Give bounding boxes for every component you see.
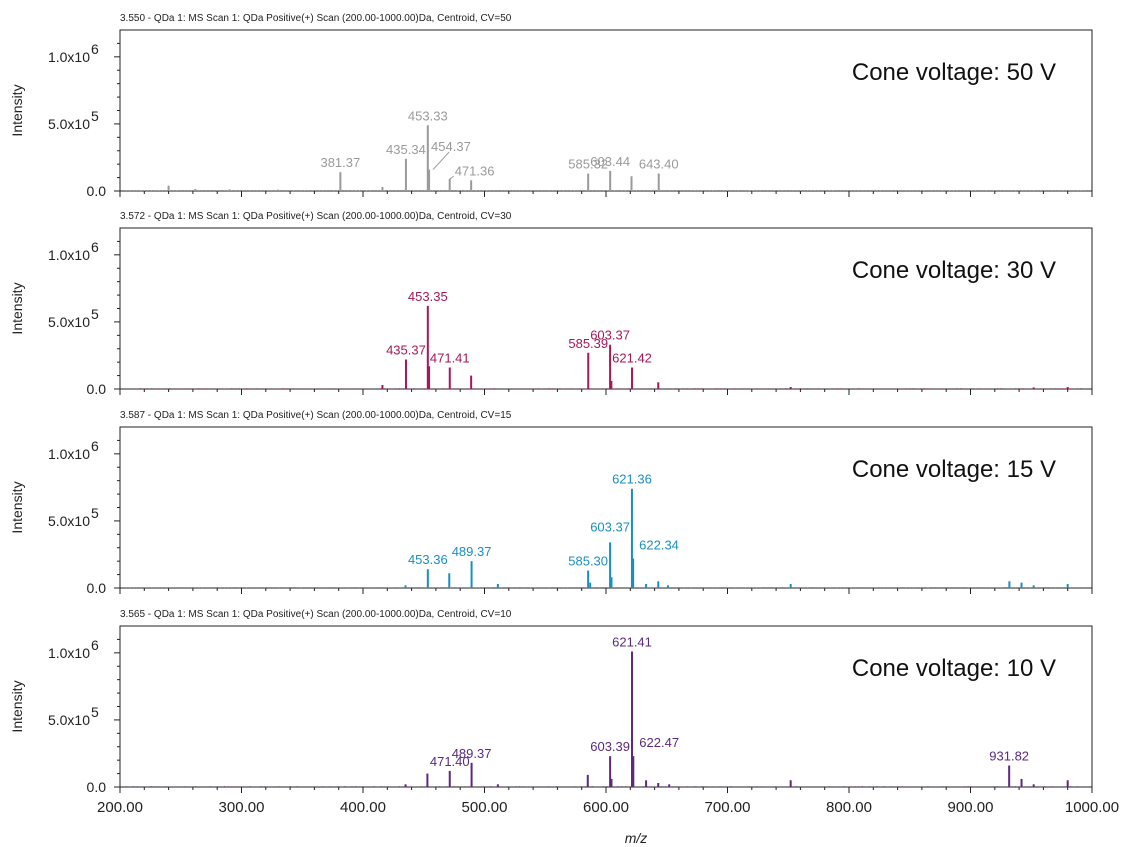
peak-label: 435.34 [386,142,426,157]
peak-label: 489.37 [452,746,492,761]
y-tick-exponent: 5 [91,108,99,124]
peak-label: 585.30 [568,554,608,569]
x-tick-label: 500.00 [462,799,508,816]
label-leader-line [432,151,450,170]
peak-label: 621.36 [612,472,652,487]
scan-header: 3.572 - QDa 1: MS Scan 1: QDa Positive(+… [120,211,512,222]
y-axis-label: Intensity [9,680,25,732]
x-tick-label: 600.00 [583,799,629,816]
x-axis-label: m/z [625,830,648,846]
x-tick-label: 300.00 [219,799,265,816]
y-tick-label: 0.0 [87,779,107,795]
peak-label: 603.37 [590,519,630,534]
peak-label: 622.47 [639,735,679,750]
y-tick-label: 1.0x10 [48,247,90,263]
scan-header: 3.550 - QDa 1: MS Scan 1: QDa Positive(+… [120,13,512,24]
y-tick-exponent: 5 [91,306,99,322]
peak-label: 603.39 [590,739,630,754]
y-tick-label: 1.0x10 [48,645,90,661]
y-tick-label: 0.0 [87,580,107,596]
panel-title: Cone voltage: 50 V [852,59,1056,86]
y-tick-label: 5.0x10 [48,314,90,330]
x-tick-label: 1000.00 [1065,799,1119,816]
plot-frame [119,227,1093,390]
panel-title: Cone voltage: 15 V [852,456,1056,483]
x-tick-label: 800.00 [826,799,872,816]
y-tick-exponent: 5 [91,505,99,521]
peak-label: 471.40 [430,754,470,769]
y-tick-exponent: 6 [91,41,99,57]
peak-label: 603.44 [590,154,630,169]
y-tick-label: 1.0x10 [48,49,90,65]
y-tick-label: 5.0x10 [48,116,90,132]
scan-header: 3.565 - QDa 1: MS Scan 1: QDa Positive(+… [120,609,512,620]
peak-label: 453.36 [408,552,448,567]
y-tick-label: 0.0 [87,381,107,397]
peak-label: 435.37 [386,342,426,357]
y-tick-label: 1.0x10 [48,446,90,462]
peak-label: 453.35 [408,289,448,304]
peak-label: 621.42 [612,351,652,366]
peak-label: 622.34 [639,537,679,552]
y-tick-exponent: 6 [91,637,99,653]
peak-label: 471.41 [430,351,470,366]
plot-frame [119,625,1093,788]
peak-label: 471.36 [455,164,495,179]
peak-label: 931.82 [989,749,1029,764]
peak-label: 621.41 [612,634,652,649]
y-tick-label: 5.0x10 [48,712,90,728]
panel-title: Cone voltage: 30 V [852,257,1056,284]
peak-label: 585.39 [568,336,608,351]
peak-label: 489.37 [452,544,492,559]
y-tick-exponent: 5 [91,704,99,720]
peak-label: 603.37 [590,328,630,343]
x-tick-label: 700.00 [705,799,751,816]
y-axis-label: Intensity [9,481,25,533]
y-tick-label: 5.0x10 [48,513,90,529]
y-tick-label: 0.0 [87,183,107,199]
scan-header: 3.587 - QDa 1: MS Scan 1: QDa Positive(+… [120,410,512,421]
peak-label: 643.40 [639,157,679,172]
x-tick-label: 900.00 [948,799,994,816]
peak-label: 381.37 [320,155,360,170]
y-axis-label: Intensity [9,282,25,334]
y-tick-exponent: 6 [91,438,99,454]
label-leader-line [449,175,454,180]
y-tick-exponent: 6 [91,239,99,255]
peak-label: 585.32 [568,157,608,172]
panel-title: Cone voltage: 10 V [852,655,1056,682]
y-axis-label: Intensity [9,84,25,136]
x-tick-label: 400.00 [340,799,386,816]
x-tick-label: 200.00 [97,799,143,816]
peak-label: 454.37 [431,139,471,154]
peak-label: 453.33 [408,108,448,123]
